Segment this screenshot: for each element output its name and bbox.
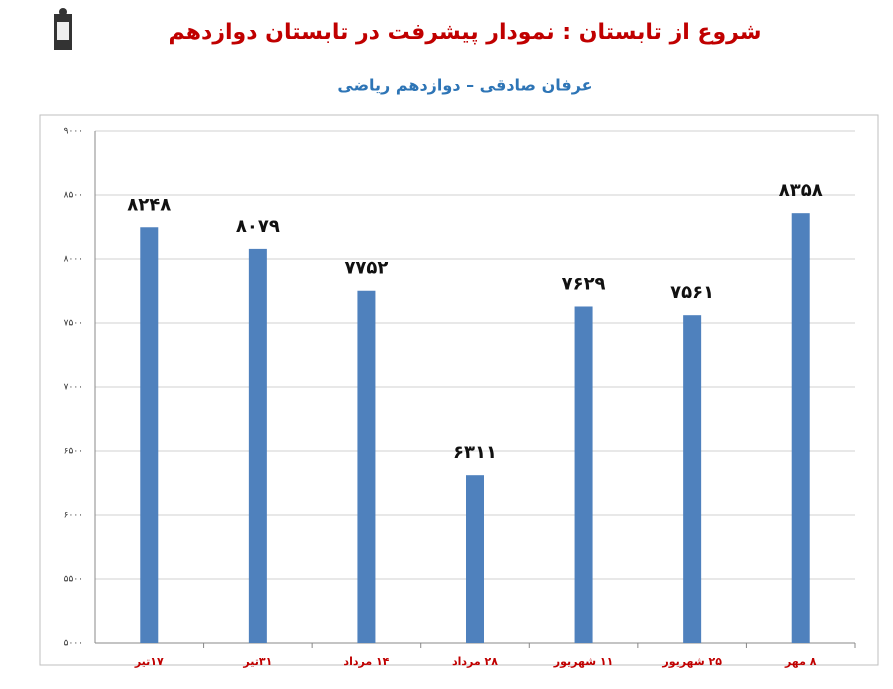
x-tick-label: ۱۷تیر xyxy=(134,655,164,668)
y-tick-label: ۷۰۰۰ xyxy=(64,383,83,393)
plot-border xyxy=(39,114,879,666)
x-tick-label: ۱۴ مرداد xyxy=(343,655,389,668)
bar xyxy=(574,306,593,643)
logo xyxy=(54,8,72,50)
y-tick-label: ۵۰۰۰ xyxy=(64,639,83,649)
y-tick-label: ۶۰۰۰ xyxy=(64,511,83,521)
data-label: ۸۲۴۸ xyxy=(127,194,171,215)
y-tick-label: ۹۰۰۰ xyxy=(64,127,83,137)
x-tick-label: ۱۱ شهریور xyxy=(553,655,614,668)
y-tick-label: ۵۵۰۰ xyxy=(64,575,83,585)
chart-subtitle: عرفان صادقی – دوازدهم ریاضی xyxy=(337,76,592,95)
y-tick-label: ۸۰۰۰ xyxy=(64,255,83,265)
bar xyxy=(140,227,159,644)
bar xyxy=(248,248,267,643)
bar xyxy=(683,315,702,643)
data-label: ۸۰۷۹ xyxy=(236,216,280,237)
bar xyxy=(357,290,376,643)
bar xyxy=(466,475,484,643)
x-tick-label: ۲۵ شهریور xyxy=(661,655,722,668)
data-label: ۷۷۵۲ xyxy=(344,258,388,279)
x-tick-label: ۳۱تیر xyxy=(242,655,272,668)
y-tick-label: ۸۵۰۰ xyxy=(64,191,83,201)
data-label: ۸۳۵۸ xyxy=(779,180,823,201)
x-tick-label: ۸ مهر xyxy=(784,655,817,668)
data-label: ۷۶۲۹ xyxy=(562,273,606,294)
data-label: ۶۳۱۱ xyxy=(453,442,497,463)
x-tick-label: ۲۸ مرداد xyxy=(452,655,498,668)
y-tick-label: ۶۵۰۰ xyxy=(64,447,83,457)
data-label: ۷۵۶۱ xyxy=(670,282,714,303)
chart-title: شروع از تابستان : نمودار پیشرفت در تابست… xyxy=(169,20,762,45)
bar xyxy=(791,213,810,643)
y-tick-label: ۷۵۰۰ xyxy=(64,319,83,329)
